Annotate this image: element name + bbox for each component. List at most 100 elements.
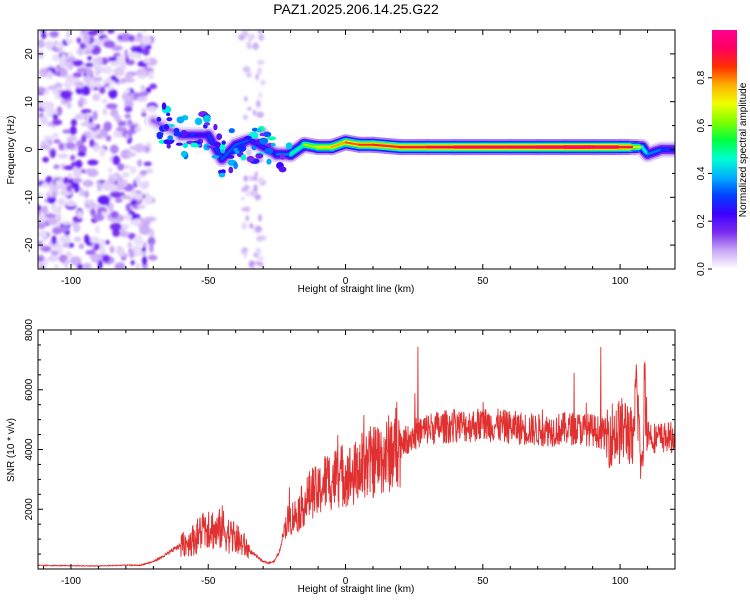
spectrogram-noise-blob	[109, 245, 115, 254]
spectrogram-noise-blob	[102, 108, 108, 116]
spectrogram-noise-blob	[81, 134, 87, 143]
spectrogram-noise-blob	[133, 143, 146, 153]
spectrogram-noise-blob	[92, 213, 105, 222]
spectrogram-y-axis-label: Frequency (Hz)	[6, 116, 17, 185]
spectrogram-noise-blob	[53, 207, 62, 214]
spectrogram-noise-blob	[103, 121, 112, 132]
spectrogram-noise-blob	[61, 221, 72, 226]
spectrogram-ridge-blob	[216, 133, 223, 140]
spectrogram-noise-blob	[147, 236, 156, 246]
spectrogram-ridge-blob	[233, 161, 238, 170]
spectrogram-noise-blob	[253, 184, 258, 193]
spectrogram-noise-blob	[38, 255, 45, 262]
spectrogram-ridge-segment	[289, 143, 306, 156]
spectrogram-noise-blob	[76, 37, 82, 44]
colorbar-tick-label: 0.0	[696, 262, 707, 276]
spectrogram-noise-blob	[115, 126, 128, 132]
spectrogram-noise-blob	[50, 256, 61, 261]
spectrogram-ridge-segment	[303, 143, 320, 149]
spectrogram-noise-blob	[133, 236, 144, 246]
spectrogram-noise-blob	[65, 38, 74, 44]
spectrogram-noise-blob	[136, 204, 146, 210]
colorbar: 0.0 0.2 0.4 0.6 0.8 Normalized spectral ampl…	[696, 30, 749, 276]
snr-line-group	[38, 346, 675, 568]
spectrogram-ridge-blob	[163, 139, 174, 145]
spectrogram-noise-blob	[145, 142, 152, 147]
spectrogram-noise-blob	[65, 251, 72, 258]
spectrogram-noise-blob	[121, 62, 127, 71]
spectrogram-noise-blob	[122, 179, 128, 188]
spectrogram-noise-blob	[243, 96, 248, 102]
y-tick-label: 8000	[24, 318, 35, 341]
spectrogram-noise-blob	[115, 175, 124, 183]
spectrogram-noise-blob	[112, 155, 121, 166]
snr-y-ticks: 2000 4000 6000 8000	[24, 318, 675, 555]
spectrogram-ridge-blob	[213, 123, 218, 131]
y-tick-label: -20	[24, 237, 35, 252]
spectrogram-noise-blob	[53, 264, 59, 269]
spectrogram-noise-blob	[83, 262, 90, 269]
spectrogram-ridge-blob	[176, 116, 185, 124]
spectrogram-noise-blob	[242, 66, 251, 73]
spectrogram-noise-blob	[108, 57, 118, 62]
figure-title: PAZ1.2025.206.14.25.G22	[273, 1, 439, 17]
spectrogram-noise-blob	[110, 61, 120, 66]
spectrogram-noise-blob	[59, 199, 64, 207]
spectrogram-noise-blob	[139, 91, 149, 97]
snr-panel: -100 -50 0 50 100 2000 4000 6000 8000 Height of…	[6, 318, 676, 595]
spectrogram-ridge-blob	[220, 149, 226, 154]
spectrogram-noise-blob	[249, 189, 255, 197]
spectrogram-noise-blob	[52, 113, 59, 120]
spectrogram-ridge-blob	[256, 128, 262, 133]
spectrogram-ridge-blob	[255, 153, 264, 159]
spectrogram-noise-blob	[257, 177, 265, 185]
spectrogram-ridge-blob	[278, 166, 287, 173]
spectrogram-noise-blob	[244, 184, 249, 192]
spectrogram-noise-blob	[89, 138, 95, 148]
spectrogram-noise-cloud	[38, 30, 267, 269]
spectrogram-ridge-blob	[251, 127, 258, 132]
spectrogram-ridge-blob	[270, 142, 276, 147]
spectrogram-noise-blob	[67, 172, 72, 179]
spectrogram-noise-blob	[97, 30, 105, 35]
spectrogram-noise-blob	[65, 30, 71, 39]
spectrogram-noise-blob	[132, 251, 142, 257]
spectrogram-noise-blob	[60, 68, 68, 78]
spectrogram-noise-blob	[40, 245, 52, 253]
spectrogram-noise-blob	[241, 247, 249, 253]
spectrogram-noise-blob	[101, 211, 107, 217]
spectrogram-noise-blob	[59, 90, 72, 100]
spectrogram-noise-blob	[65, 201, 77, 207]
spectrogram-noise-blob	[69, 125, 77, 136]
spectrogram-noise-blob	[114, 114, 121, 123]
spectrogram-ridge-blob	[166, 117, 173, 122]
spectrogram-noise-blob	[72, 59, 84, 67]
spectrogram-noise-blob	[257, 30, 263, 34]
spectrogram-noise-blob	[72, 72, 82, 78]
spectrogram-noise-blob	[87, 43, 93, 52]
spectrogram-ridge-blob	[251, 145, 257, 151]
spectrogram-noise-blob	[135, 96, 148, 102]
spectrogram-noise-blob	[73, 168, 82, 179]
spectrogram-noise-blob	[51, 119, 63, 126]
snr-x-axis-label: Height of straight line (km)	[298, 584, 415, 595]
spectrogram-noise-blob	[63, 80, 73, 90]
spectrogram-noise-blob	[47, 217, 58, 226]
spectrogram-noise-blob	[257, 59, 265, 65]
spectrogram-noise-blob	[258, 235, 267, 241]
x-tick-label: 50	[477, 276, 489, 287]
spectrogram-noise-blob	[98, 86, 106, 95]
spectrogram-ridge-blob	[219, 143, 226, 152]
spectrogram-noise-blob	[43, 135, 54, 141]
spectrogram-noise-blob	[134, 126, 142, 133]
spectrogram-noise-blob	[117, 163, 125, 171]
y-tick-label: 6000	[24, 378, 35, 401]
y-tick-label: 20	[24, 48, 35, 60]
snr-series-line	[38, 346, 675, 568]
spectrogram-noise-blob	[100, 66, 113, 74]
spectrogram-noise-blob	[93, 64, 98, 70]
spectrogram-ridge-blob	[180, 150, 188, 158]
spectrogram-noise-blob	[51, 235, 57, 245]
spectrogram-noise-blob	[66, 184, 72, 192]
x-tick-label: -100	[61, 276, 81, 287]
